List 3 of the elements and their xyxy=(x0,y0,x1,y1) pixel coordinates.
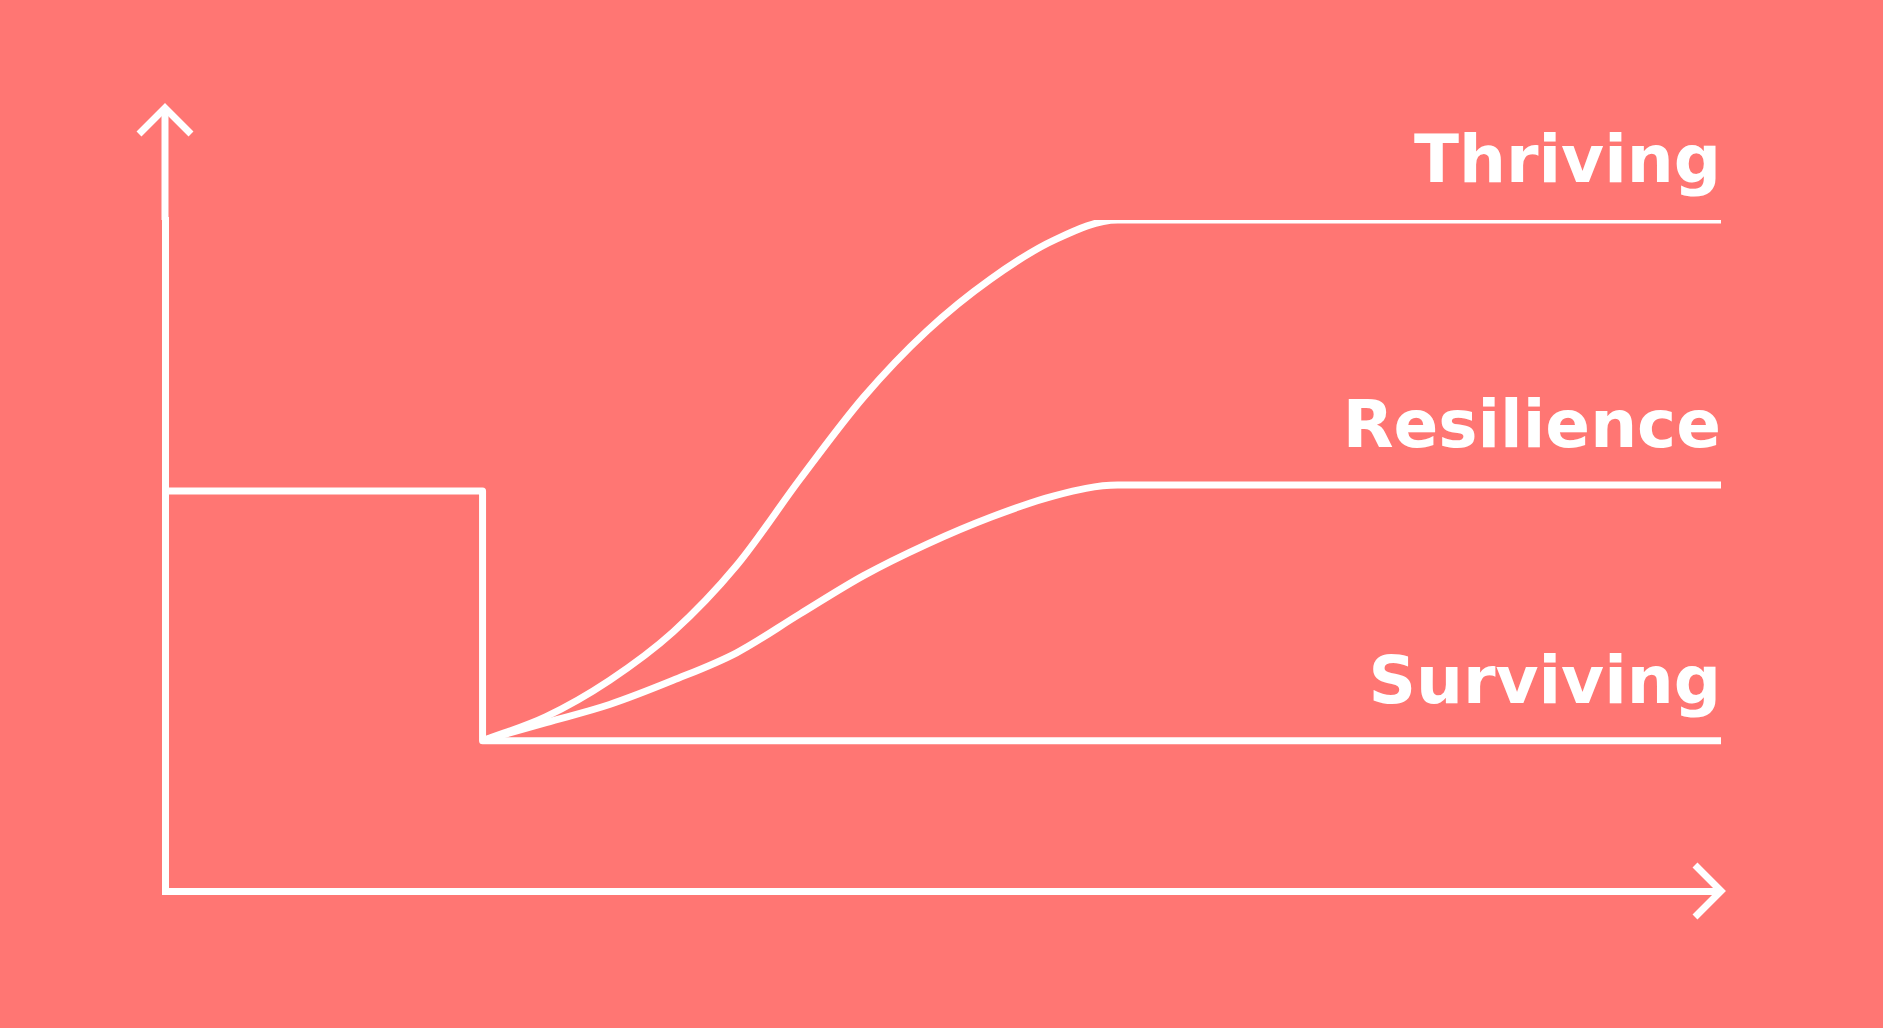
series-label: Resilience xyxy=(1342,386,1721,464)
series-label: Surviving xyxy=(1368,641,1721,719)
series-label: Thriving xyxy=(1413,121,1721,199)
